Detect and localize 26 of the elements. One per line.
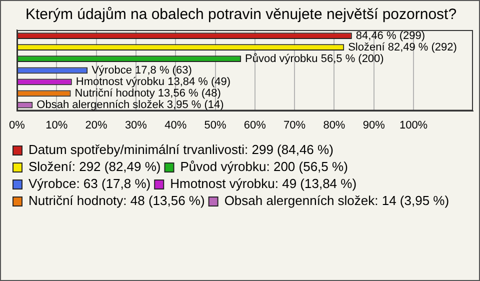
legend-label: Obsah alergenních složek: 14 (3,95 %) xyxy=(224,193,450,208)
data-label: Nutriční hodnoty 13,56 % (48) xyxy=(74,88,221,100)
data-label: Původ výrobku 56,5 % (200) xyxy=(245,52,384,65)
x-tick-label: 90% xyxy=(362,119,386,132)
data-label: Výrobce 17,8 % (63) xyxy=(92,64,192,76)
data-label: 84,46 % (299) xyxy=(356,30,426,42)
x-tick-label: 70% xyxy=(284,119,306,132)
legend-label: Nutriční hodnoty: 48 (13,56 %) xyxy=(28,193,205,208)
x-tick-label: 60% xyxy=(244,119,266,132)
x-tick-label: 80% xyxy=(323,119,346,132)
data-label: Obsah alergenních složek 3,95 % (14) xyxy=(36,99,224,112)
legend-label: Hmotnost výrobku: 49 (13,84 %) xyxy=(170,176,357,192)
chart-title: Kterým údajům na obalech potravin věnujete největší pozornost? xyxy=(25,6,457,24)
x-tick-label: 40% xyxy=(164,119,187,132)
legend-label: Výrobce: 63 (17,8 %) xyxy=(28,176,151,192)
legend-label: Složení: 292 (82,49 %) xyxy=(28,159,161,174)
legend-label: Původ výrobku: 200 (56,5 %) xyxy=(180,159,348,174)
x-tick-label: 0% xyxy=(9,119,26,132)
x-tick-label: 20% xyxy=(85,119,108,132)
x-tick-label: 30% xyxy=(124,119,148,132)
legend-label: Datum spotřeby/minimální trvanlivosti: 299 (84,46 %) xyxy=(28,142,334,158)
data-label: Hmotnost výrobku 13,84 % (49) xyxy=(76,76,231,88)
x-tick-label: 10% xyxy=(46,119,68,132)
data-label: Složení 82,49 % (292) xyxy=(348,41,457,54)
x-tick-label: 50% xyxy=(204,119,226,132)
x-tick-label: 100% xyxy=(399,119,428,132)
